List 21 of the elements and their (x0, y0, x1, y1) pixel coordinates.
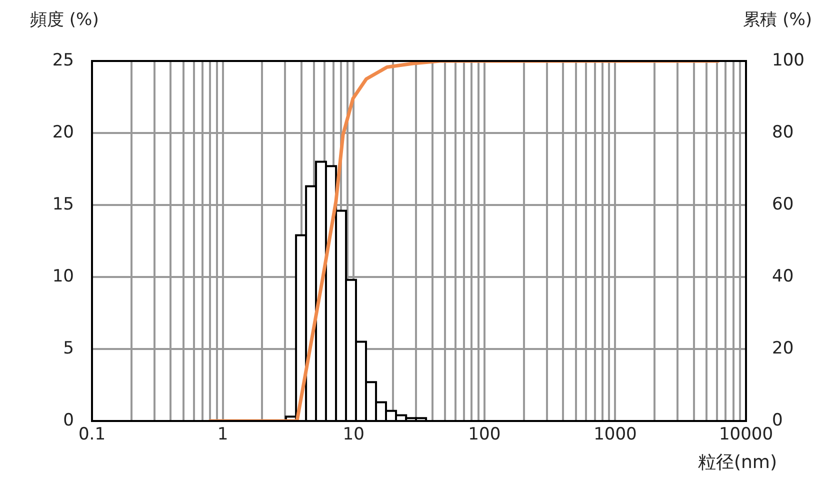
x-tick-label: 1 (217, 424, 228, 445)
x-tick-label: 1000 (594, 424, 637, 445)
y-tick-label: 20 (52, 122, 74, 142)
x-tick-label: 10000 (718, 424, 774, 445)
y2-tick-label: 60 (772, 194, 794, 214)
x-tick-label: 10 (342, 424, 364, 445)
x-tick-label: 100 (468, 424, 501, 445)
y-tick-label: 15 (52, 194, 74, 214)
y2-tick-label: 100 (772, 50, 804, 70)
y-axis-title: 頻度 (%) (30, 9, 99, 31)
y2-tick-label: 80 (772, 122, 794, 142)
y-tick-label: 5 (63, 338, 74, 358)
y-tick-label: 0 (63, 410, 74, 430)
y2-axis-title: 累積 (%) (743, 9, 812, 31)
x-tick-label: 0.1 (78, 424, 106, 445)
x-axis-title: 粒径(nm) (698, 451, 777, 474)
y2-tick-label: 0 (772, 410, 783, 430)
y2-tick-label: 40 (772, 266, 794, 286)
y-tick-label: 25 (52, 50, 74, 70)
y2-tick-label: 20 (772, 338, 794, 358)
y-tick-label: 10 (52, 266, 74, 286)
